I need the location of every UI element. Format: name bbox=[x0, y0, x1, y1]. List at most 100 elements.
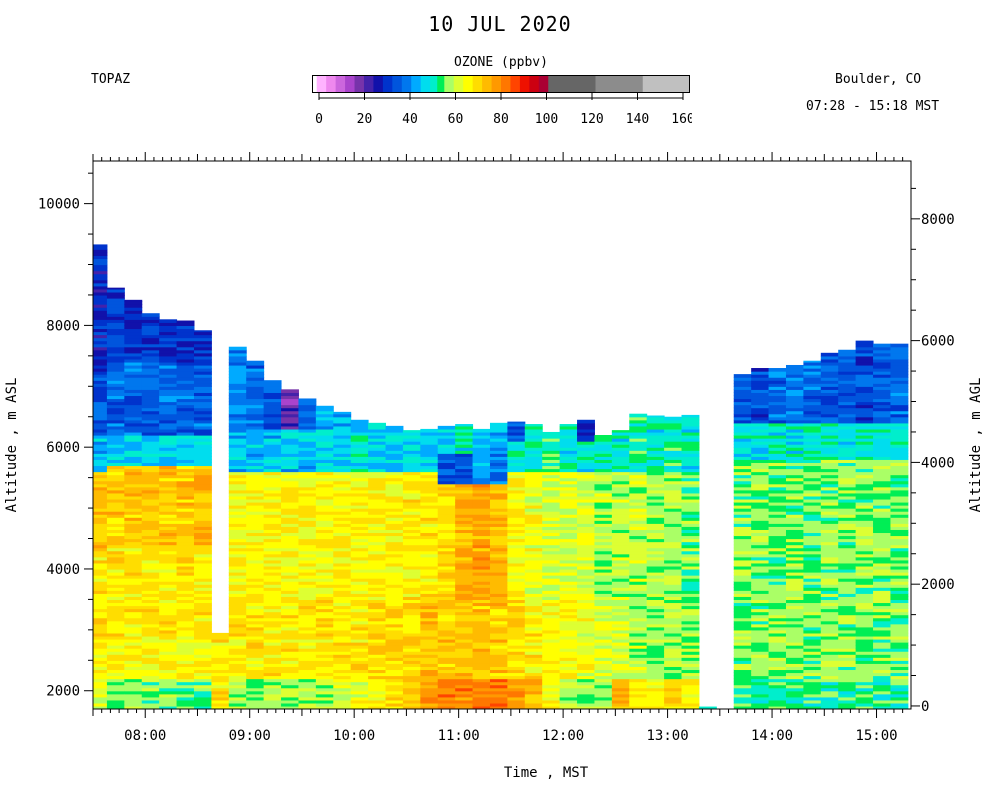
ozone-cell bbox=[350, 626, 369, 631]
ozone-cell bbox=[820, 444, 839, 448]
ozone-cell bbox=[785, 638, 804, 643]
ozone-cell bbox=[211, 651, 230, 655]
ozone-cell bbox=[890, 651, 909, 655]
ozone-cell bbox=[507, 632, 526, 637]
ozone-cell bbox=[176, 660, 195, 664]
ozone-cell bbox=[507, 617, 526, 622]
ozone-cell bbox=[228, 556, 247, 561]
ozone-cell bbox=[437, 453, 456, 457]
ozone-cell bbox=[402, 678, 421, 683]
ozone-cell bbox=[455, 424, 474, 427]
ozone-cell bbox=[437, 681, 456, 686]
ozone-cell bbox=[577, 654, 595, 658]
ozone-cell bbox=[855, 696, 874, 701]
ozone-cell bbox=[855, 520, 874, 524]
ozone-cell bbox=[368, 663, 387, 667]
ozone-cell bbox=[489, 556, 508, 561]
ozone-cell bbox=[629, 608, 648, 613]
ozone-cell bbox=[106, 413, 125, 418]
ozone-cell bbox=[873, 450, 891, 454]
ozone-cell bbox=[890, 523, 909, 527]
ozone-cell bbox=[855, 368, 874, 372]
ozone-cell bbox=[333, 508, 352, 512]
ozone-cell bbox=[281, 477, 299, 482]
ozone-cell bbox=[420, 684, 439, 689]
ozone-cell bbox=[785, 447, 804, 451]
ozone-cell bbox=[298, 605, 317, 610]
ozone-cell bbox=[159, 501, 178, 506]
ozone-cell bbox=[228, 498, 247, 503]
ozone-cell bbox=[751, 681, 770, 686]
ozone-cell bbox=[559, 529, 578, 534]
ozone-cell bbox=[559, 681, 578, 686]
ozone-cell bbox=[559, 483, 578, 488]
ozone-cell bbox=[768, 389, 787, 393]
ozone-cell bbox=[785, 404, 804, 409]
ozone-cell bbox=[611, 645, 630, 649]
ozone-cell bbox=[315, 480, 334, 485]
ozone-cell bbox=[751, 505, 770, 509]
ozone-cell bbox=[733, 632, 752, 637]
ozone-cell bbox=[141, 538, 160, 543]
ozone-cell bbox=[664, 575, 683, 579]
ozone-cell bbox=[159, 669, 178, 674]
ozone-cell bbox=[298, 413, 317, 418]
ozone-cell bbox=[106, 483, 125, 488]
ozone-cell bbox=[106, 361, 125, 366]
ozone-cell bbox=[803, 602, 822, 607]
ozone-cell bbox=[333, 553, 352, 558]
ozone-cell bbox=[124, 666, 143, 671]
ozone-cell bbox=[751, 660, 770, 664]
ozone-cell bbox=[820, 462, 839, 467]
ozone-cell bbox=[751, 578, 770, 582]
ozone-cell bbox=[420, 608, 439, 613]
colorbar bbox=[312, 75, 690, 93]
ozone-cell bbox=[141, 645, 160, 649]
ozone-cell bbox=[124, 361, 143, 366]
ozone-cell bbox=[577, 465, 595, 470]
ozone-cell bbox=[263, 495, 282, 500]
ozone-cell bbox=[890, 489, 909, 494]
ozone-cell bbox=[124, 635, 143, 640]
ozone-cell bbox=[350, 526, 369, 530]
ozone-cell bbox=[420, 666, 439, 671]
ozone-cell bbox=[437, 483, 456, 488]
profile-column bbox=[803, 360, 822, 709]
ozone-cell bbox=[263, 651, 282, 655]
ozone-cell bbox=[298, 416, 317, 421]
ozone-cell bbox=[664, 520, 683, 524]
ozone-cell bbox=[368, 593, 387, 597]
ozone-cell bbox=[664, 462, 683, 467]
ozone-cell bbox=[193, 638, 212, 643]
ozone-cell bbox=[768, 520, 787, 524]
ozone-cell bbox=[141, 489, 160, 494]
profile-column bbox=[646, 415, 665, 709]
ozone-cell bbox=[193, 361, 212, 366]
ozone-cell bbox=[385, 559, 404, 564]
ozone-cell bbox=[315, 413, 334, 418]
ozone-cell bbox=[873, 428, 891, 433]
ozone-cell bbox=[873, 642, 891, 646]
ozone-cell bbox=[733, 544, 752, 549]
ozone-cell bbox=[524, 617, 543, 622]
ozone-cell bbox=[106, 556, 125, 561]
ozone-cell bbox=[350, 666, 369, 671]
ozone-cell bbox=[489, 474, 508, 479]
ozone-cell bbox=[228, 635, 247, 640]
ozone-cell bbox=[559, 514, 578, 518]
ozone-cell bbox=[437, 444, 456, 448]
ozone-cell bbox=[141, 663, 160, 667]
ozone-cell bbox=[281, 395, 299, 400]
ozone-cell bbox=[559, 459, 578, 463]
ozone-cell bbox=[472, 477, 491, 482]
ozone-cell bbox=[559, 550, 578, 555]
ozone-cell bbox=[298, 635, 317, 640]
ozone-cell bbox=[93, 651, 108, 655]
profile-column bbox=[489, 422, 508, 709]
ozone-cell bbox=[141, 678, 160, 683]
ozone-cell bbox=[106, 593, 125, 597]
ozone-cell bbox=[93, 276, 108, 281]
ozone-cell bbox=[159, 319, 178, 323]
ozone-cell bbox=[472, 642, 491, 646]
ozone-cell bbox=[873, 611, 891, 616]
